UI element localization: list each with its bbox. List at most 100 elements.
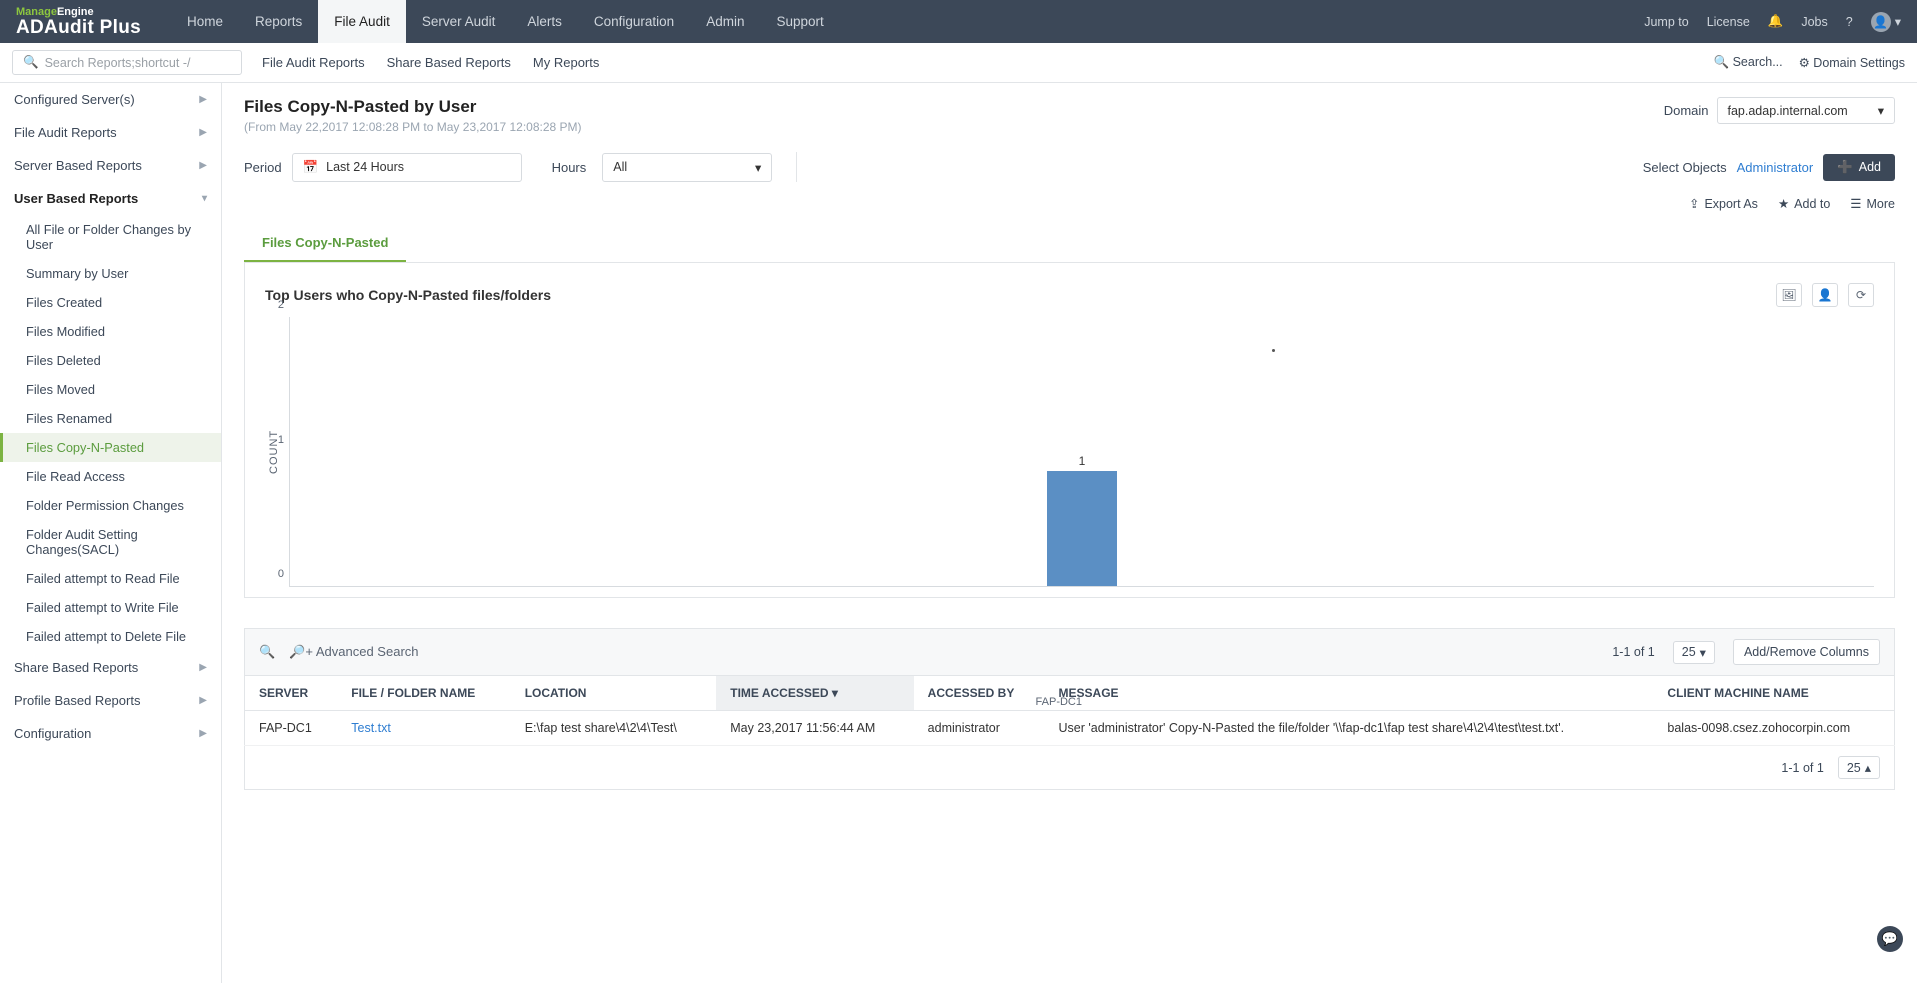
column-header-location[interactable]: LOCATION xyxy=(511,676,717,711)
advanced-search-link[interactable]: 🔎+ Advanced Search xyxy=(289,644,418,660)
cell-time-accessed: May 23,2017 11:56:44 AM xyxy=(716,711,913,746)
y-axis-tick-0: 0 xyxy=(278,568,284,580)
sidebar-group-share-based-reports-2[interactable]: Share Based Reports▶ xyxy=(0,651,221,684)
chevron-right-icon: ▶ xyxy=(199,127,207,138)
add-object-button[interactable]: ➕ Add xyxy=(1823,154,1895,181)
column-header-message[interactable]: MESSAGE xyxy=(1045,676,1654,711)
export-as-button[interactable]: ⇪Export As xyxy=(1689,196,1758,211)
help-icon[interactable]: ? xyxy=(1846,15,1853,29)
topnav-server-audit[interactable]: Server Audit xyxy=(406,0,512,43)
brand-logo: ManageEngine ADAudit Plus xyxy=(16,7,141,37)
user-menu[interactable]: 👤 ▾ xyxy=(1871,12,1901,32)
topnav-admin[interactable]: Admin xyxy=(690,0,760,43)
avatar-icon: 👤 xyxy=(1871,12,1891,32)
sidebar-group-configured-servers[interactable]: Configured Server(s)▶ xyxy=(0,83,221,116)
cell-accessed-by: administrator xyxy=(914,711,1045,746)
chart-export-icon[interactable]: 🖼 xyxy=(1776,283,1802,307)
period-dropdown[interactable]: 📅 Last 24 Hours xyxy=(292,153,522,182)
chevron-right-icon: ▶ xyxy=(199,160,207,171)
topnav-reports[interactable]: Reports xyxy=(239,0,318,43)
topnav-configuration[interactable]: Configuration xyxy=(578,0,690,43)
sidebar-item-files-deleted[interactable]: Files Deleted xyxy=(0,346,221,375)
sidebar-item-files-renamed[interactable]: Files Renamed xyxy=(0,404,221,433)
page-size-dropdown[interactable]: 25 ▾ xyxy=(1673,641,1715,664)
sidebar-group-server-based-reports[interactable]: Server Based Reports▶ xyxy=(0,149,221,182)
more-button[interactable]: ☰More xyxy=(1850,196,1895,211)
cell-client-machine-name: balas-0098.csez.zohocorpin.com xyxy=(1653,711,1894,746)
sidebar-item-failed-attempt-to-delete-file[interactable]: Failed attempt to Delete File xyxy=(0,622,221,651)
share-based-reports-menu[interactable]: Share Based Reports xyxy=(387,55,511,70)
chevron-right-icon: ▶ xyxy=(199,695,207,706)
chat-fab-icon[interactable]: 💬 xyxy=(1877,926,1903,952)
bell-icon[interactable]: 🔔 xyxy=(1768,14,1784,29)
file-name-link[interactable]: Test.txt xyxy=(351,721,391,735)
sidebar-item-file-read-access[interactable]: File Read Access xyxy=(0,462,221,491)
hours-dropdown[interactable]: All ▾ xyxy=(602,153,772,182)
add-to-button[interactable]: ★Add to xyxy=(1778,196,1830,211)
column-header-file-folder-name[interactable]: FILE / FOLDER NAME xyxy=(337,676,510,711)
tab-files-copy-n-pasted[interactable]: Files Copy-N-Pasted xyxy=(244,225,406,262)
sidebar-group-configuration[interactable]: Configuration▶ xyxy=(0,717,221,750)
domain-label: Domain xyxy=(1664,103,1709,118)
domain-settings-button[interactable]: ⚙ Domain Settings xyxy=(1799,55,1905,70)
cell-server: FAP-DC1 xyxy=(245,711,338,746)
jump-to-link[interactable]: Jump to xyxy=(1644,15,1688,29)
search-icon: 🔍 xyxy=(23,55,39,70)
chart-title: Top Users who Copy-N-Pasted files/folder… xyxy=(265,287,551,303)
page-subtitle: (From May 22,2017 12:08:28 PM to May 23,… xyxy=(244,120,582,134)
chevron-right-icon: ▶ xyxy=(199,728,207,739)
sidebar-group-profile-based-reports[interactable]: Profile Based Reports▶ xyxy=(0,684,221,717)
top-header-bar: ManageEngine ADAudit Plus Home Reports F… xyxy=(0,0,1917,43)
column-header-server[interactable]: SERVER xyxy=(245,676,338,711)
sidebar-item-folder-permission-changes[interactable]: Folder Permission Changes xyxy=(0,491,221,520)
export-icon: ⇪ xyxy=(1689,196,1699,211)
sidebar-item-summary-by-user[interactable]: Summary by User xyxy=(0,259,221,288)
license-link[interactable]: License xyxy=(1707,15,1750,29)
jobs-link[interactable]: Jobs xyxy=(1801,15,1827,29)
sidebar-item-all-file-or-folder-changes-by-user[interactable]: All File or Folder Changes by User xyxy=(0,215,221,259)
top-nav: Home Reports File Audit Server Audit Ale… xyxy=(171,0,840,43)
search-table-icon[interactable]: 🔍 xyxy=(259,644,275,660)
sidebar-group-file-audit-reports[interactable]: File Audit Reports▶ xyxy=(0,116,221,149)
chevron-down-icon: ▾ xyxy=(1878,103,1884,118)
sidebar-item-failed-attempt-to-read-file[interactable]: Failed attempt to Read File xyxy=(0,564,221,593)
search-reports-input[interactable]: 🔍 Search Reports;shortcut -/ xyxy=(12,50,242,75)
chart-person-icon[interactable]: 👤 xyxy=(1812,283,1838,307)
domain-dropdown[interactable]: fap.adap.internal.com ▾ xyxy=(1717,97,1896,124)
chevron-down-icon: ▾ xyxy=(1700,645,1706,660)
topnav-home[interactable]: Home xyxy=(171,0,239,43)
file-audit-reports-menu[interactable]: File Audit Reports xyxy=(262,55,365,70)
y-axis-tick-2: 2 xyxy=(278,299,284,311)
column-header-accessed-by[interactable]: ACCESSED BY xyxy=(914,676,1045,711)
sidebar-group-user-based-reports[interactable]: User Based Reports▾ xyxy=(0,182,221,215)
cell-location: E:\fap test share\4\2\4\Test\ xyxy=(511,711,717,746)
table-result-count: 1-1 of 1 xyxy=(1612,645,1654,659)
chart-refresh-icon[interactable]: ⟳ xyxy=(1848,283,1874,307)
table-row[interactable]: FAP-DC1 Test.txt E:\fap test share\4\2\4\T… xyxy=(245,711,1895,746)
sub-toolbar: 🔍 Search Reports;shortcut -/ File Audit … xyxy=(0,43,1917,83)
sidebar-item-failed-attempt-to-write-file[interactable]: Failed attempt to Write File xyxy=(0,593,221,622)
select-objects-value-link[interactable]: Administrator xyxy=(1737,160,1814,175)
topnav-support[interactable]: Support xyxy=(760,0,839,43)
star-icon: ★ xyxy=(1778,196,1789,211)
my-reports-menu[interactable]: My Reports xyxy=(533,55,599,70)
y-axis-tick-1: 1 xyxy=(278,434,284,446)
sidebar-item-files-copy-n-pasted[interactable]: Files Copy-N-Pasted xyxy=(0,433,221,462)
add-remove-columns-button[interactable]: Add/Remove Columns xyxy=(1733,639,1880,665)
chevron-right-icon: ▶ xyxy=(199,94,207,105)
topnav-file-audit[interactable]: File Audit xyxy=(318,0,406,43)
sidebar-item-folder-audit-setting-changes-sacl-[interactable]: Folder Audit Setting Changes(SACL) xyxy=(0,520,221,564)
sidebar-item-files-created[interactable]: Files Created xyxy=(0,288,221,317)
sidebar-item-files-modified[interactable]: Files Modified xyxy=(0,317,221,346)
sidebar-item-files-moved[interactable]: Files Moved xyxy=(0,375,221,404)
topnav-alerts[interactable]: Alerts xyxy=(511,0,578,43)
cell-message: User 'administrator' Copy-N-Pasted the f… xyxy=(1045,711,1654,746)
column-header-client-machine-name[interactable]: CLIENT MACHINE NAME xyxy=(1653,676,1894,711)
search-global-button[interactable]: 🔍 Search... xyxy=(1714,55,1783,70)
column-header-time-accessed[interactable]: TIME ACCESSED ▾ xyxy=(716,676,913,711)
footer-page-size-dropdown[interactable]: 25 ▴ xyxy=(1838,756,1880,779)
